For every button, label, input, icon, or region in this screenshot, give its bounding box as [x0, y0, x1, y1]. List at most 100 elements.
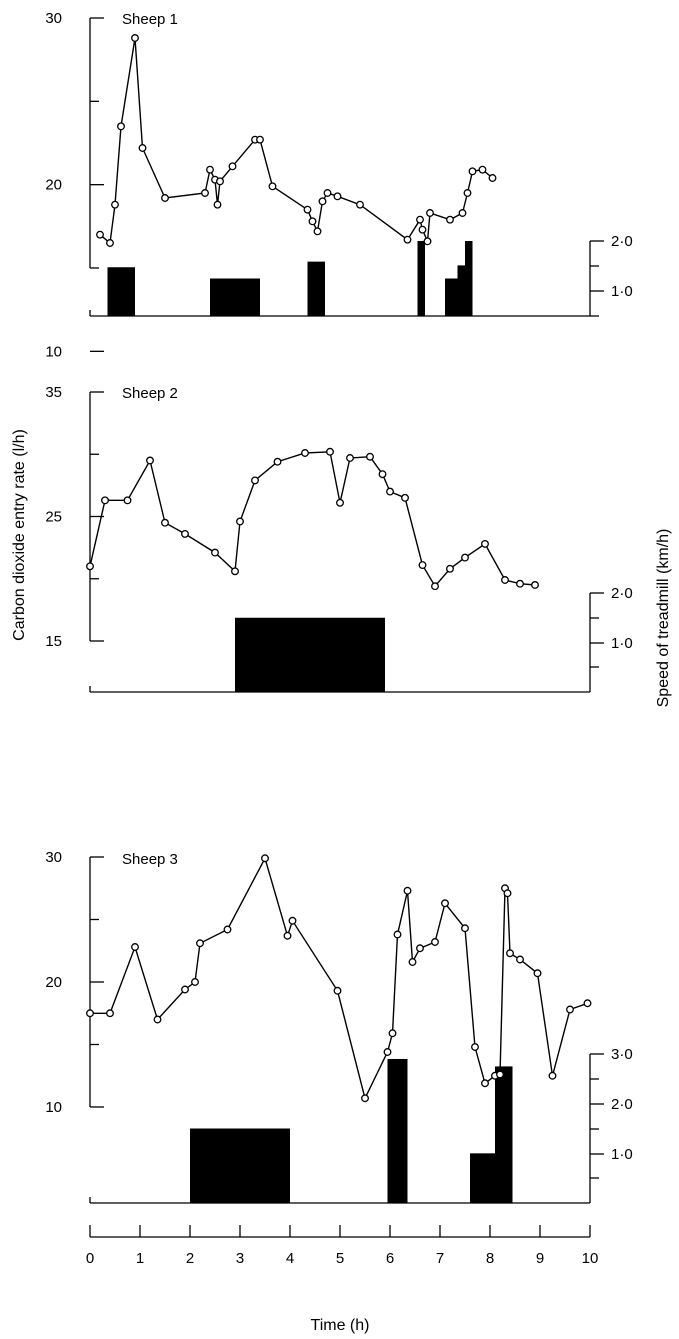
data-point — [261, 854, 269, 863]
data-point — [481, 1079, 489, 1088]
data-point — [548, 1071, 557, 1080]
y2-tick-label: 1·0 — [611, 635, 633, 652]
data-point — [323, 189, 332, 197]
data-point — [401, 493, 409, 502]
data-point — [326, 447, 334, 456]
treadmill-bar — [470, 1153, 495, 1203]
data-point — [383, 1048, 392, 1056]
data-point — [318, 197, 327, 206]
x-tick-label: 7 — [436, 1250, 444, 1267]
y-tick-label: 30 — [45, 10, 62, 27]
x-tick-label: 1 — [136, 1250, 144, 1267]
data-point — [117, 122, 125, 131]
data-point — [346, 454, 354, 462]
data-point — [461, 553, 469, 562]
x-axis: 0 1 2 3 4 5 6 7 8 9 10 — [86, 1225, 598, 1267]
treadmill-bar — [387, 1058, 408, 1203]
series-line — [89, 451, 536, 588]
data-point — [516, 579, 524, 588]
y-tick-label: 10 — [45, 343, 62, 360]
data-point — [531, 581, 539, 589]
data-point — [333, 986, 342, 995]
treadmill-bar — [210, 278, 260, 316]
treadmill-bar — [495, 1066, 513, 1203]
x-tick-label: 8 — [486, 1250, 494, 1267]
x-tick-label: 5 — [336, 1250, 344, 1267]
data-point — [216, 177, 224, 186]
data-point — [378, 470, 387, 479]
data-point — [213, 200, 222, 209]
data-point — [336, 498, 344, 507]
data-point — [361, 1094, 369, 1103]
y2-tick-label: 2·0 — [611, 585, 633, 602]
data-point — [191, 978, 199, 986]
treadmill-bar — [457, 265, 465, 316]
panel-title: Sheep 1 — [122, 11, 178, 28]
data-point — [313, 227, 322, 236]
data-point — [131, 943, 139, 951]
panel-title: Sheep 2 — [122, 385, 178, 402]
treadmill-bar — [307, 261, 325, 316]
treadmill-bar — [445, 278, 458, 316]
data-point — [506, 949, 514, 958]
y-tick-label: 35 — [45, 384, 62, 401]
data-point — [446, 215, 454, 224]
data-point — [161, 194, 169, 202]
treadmill-bar — [190, 1128, 290, 1203]
data-point — [106, 1009, 114, 1018]
data-point — [416, 215, 424, 224]
data-point — [471, 1043, 479, 1051]
treadmill-bar — [235, 617, 385, 692]
data-point — [303, 205, 312, 214]
data-point — [251, 476, 259, 485]
data-point — [516, 955, 524, 964]
data-point — [146, 456, 154, 465]
panel-3: 10 20 30 Sheep 3 3·0 2·0 1·0 — [45, 849, 633, 1204]
y2-tick-label: 1·0 — [611, 283, 633, 300]
data-point — [441, 899, 449, 908]
x-tick-label: 0 — [86, 1250, 94, 1267]
y2-tick-label: 1·0 — [611, 1146, 633, 1163]
panel-title: Sheep 3 — [122, 851, 178, 868]
y-axis-label: Carbon dioxide entry rate (l/h) — [11, 429, 28, 641]
data-point — [283, 931, 292, 940]
treadmill-bar — [465, 241, 473, 316]
data-point — [403, 235, 412, 244]
data-point — [96, 230, 104, 239]
data-point — [503, 889, 512, 898]
data-point — [228, 162, 237, 171]
data-point — [501, 576, 509, 584]
panel-1: 10 20 30 Sheep 1 2·0 1·0 — [45, 10, 632, 360]
series-line — [99, 37, 493, 245]
data-point — [418, 225, 427, 234]
data-point — [101, 496, 109, 505]
data-point — [458, 209, 467, 217]
data-point — [123, 496, 132, 505]
y-tick-label: 20 — [45, 974, 62, 991]
y-tick-label: 25 — [45, 509, 62, 526]
treadmill-bar — [417, 241, 425, 316]
y2-axis-label: Speed of treadmill (km/h) — [655, 529, 672, 708]
data-point — [461, 924, 469, 933]
y2-tick-label: 2·0 — [611, 233, 633, 250]
data-point — [161, 518, 169, 527]
data-point — [181, 529, 189, 538]
data-point — [288, 916, 297, 925]
data-point — [236, 517, 244, 526]
series-line — [90, 856, 588, 1101]
panel-2: 15 25 35 Sheep 2 2·0 1·0 — [45, 384, 633, 693]
data-point — [138, 144, 147, 152]
data-point — [478, 165, 487, 174]
data-point — [431, 582, 439, 591]
data-point — [418, 561, 427, 570]
data-point — [416, 944, 424, 953]
data-point — [86, 1009, 94, 1018]
data-point — [256, 135, 264, 144]
data-point — [566, 1005, 574, 1014]
data-point — [403, 886, 412, 895]
data-point — [408, 958, 417, 966]
x-tick-label: 6 — [386, 1250, 394, 1267]
data-point — [111, 200, 119, 209]
data-point — [301, 449, 309, 457]
